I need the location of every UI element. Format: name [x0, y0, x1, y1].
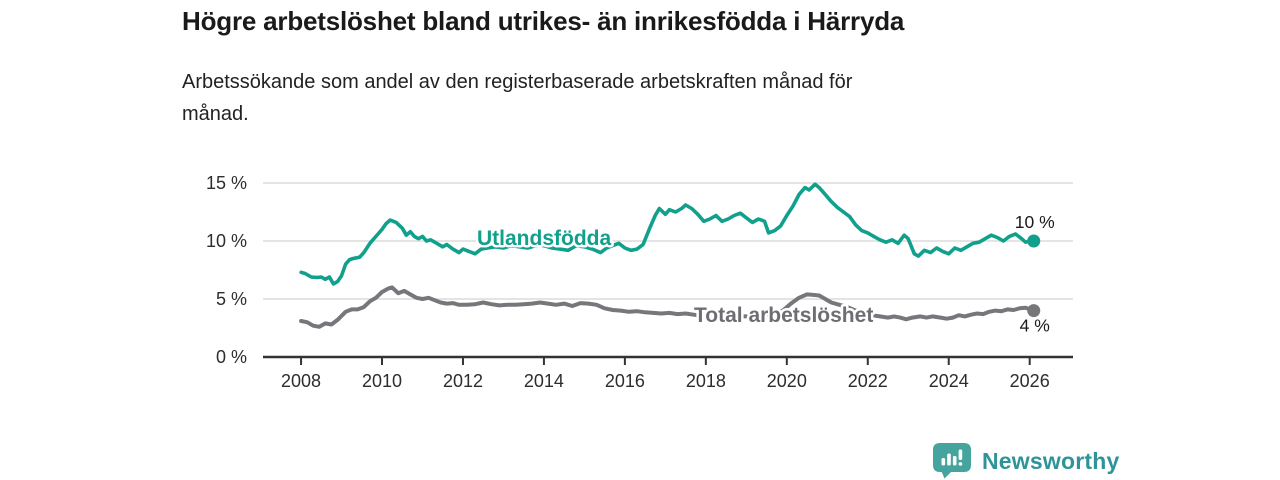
series-line-total	[299, 285, 1036, 329]
y-tick-label: 5 %	[216, 289, 247, 309]
end-value-label-total: 4 %	[1020, 316, 1050, 336]
x-tick-label: 2010	[362, 371, 402, 391]
end-value-label-utlandsfodda: 10 %	[1015, 212, 1055, 232]
x-tick-label: 2018	[686, 371, 726, 391]
x-tick-label: 2020	[767, 371, 807, 391]
page-subtitle: Arbetssökande som andel av den registerb…	[182, 71, 853, 125]
x-tick-label: 2012	[443, 371, 483, 391]
series-end-dot-utlandsfodda	[1027, 234, 1041, 248]
newsworthy-logo-text: Newsworthy	[982, 447, 1120, 474]
page-title: Högre arbetslöshet bland utrikes- än inr…	[182, 6, 905, 36]
y-axis-labels: 0 % 5 % 10 % 15 %	[206, 173, 247, 367]
y-tick-label: 10 %	[206, 231, 247, 251]
gridlines	[263, 182, 1073, 300]
x-tick-label: 2022	[848, 371, 888, 391]
series-name-label-total: Total arbetslöshet	[694, 304, 873, 327]
series-name-label-utlandsfodda: Utlandsfödda	[477, 227, 611, 250]
x-tick-label: 2014	[524, 371, 564, 391]
series-lines	[299, 182, 1041, 329]
x-tick-label: 2008	[281, 371, 321, 391]
series-end-dot-total	[1027, 304, 1041, 318]
series-labels: Utlandsfödda Total arbetslöshet 10 % 4 %	[475, 210, 1057, 338]
newsworthy-logo-icon	[933, 443, 971, 479]
y-tick-label: 15 %	[206, 173, 247, 193]
newsworthy-logo[interactable]: Newsworthy	[933, 442, 1119, 479]
series-line-utlandsfodda	[299, 182, 1036, 286]
y-tick-label: 0 %	[216, 347, 247, 367]
x-tick-label: 2026	[1010, 371, 1050, 391]
x-axis: 2008 2010 2012 2014 2016 2018 2020 2022 2024 2026	[263, 355, 1073, 391]
x-tick-label: 2024	[929, 371, 969, 391]
x-tick-label: 2016	[605, 371, 645, 391]
